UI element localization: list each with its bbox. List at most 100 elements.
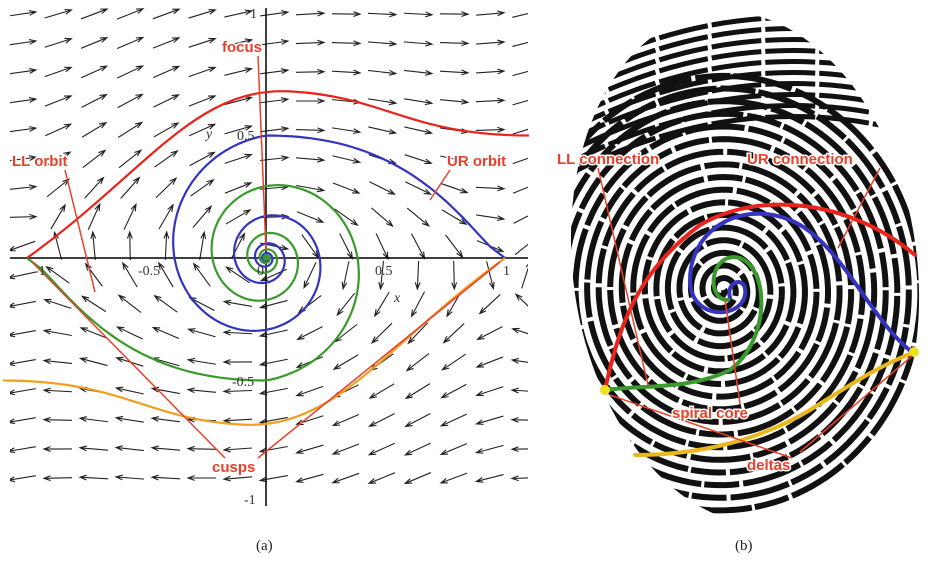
field-arrow (8, 98, 36, 103)
field-arrow (406, 384, 430, 399)
field-arrow (155, 151, 178, 167)
field-arrow (153, 328, 179, 339)
field-arrow (80, 417, 108, 422)
field-arrow (189, 96, 215, 106)
field-arrow (152, 417, 180, 422)
field-arrow (44, 447, 72, 452)
field-arrow (335, 324, 357, 341)
field-arrow (8, 301, 36, 307)
y-axis-label: y (204, 127, 213, 142)
field-arrow (332, 12, 360, 17)
field-arrow (44, 417, 72, 422)
field-arrow (82, 95, 107, 108)
field-arrow (119, 295, 141, 312)
field-arrow (80, 358, 107, 366)
field-arrow (370, 384, 394, 398)
field-arrow (260, 11, 288, 16)
field-arrow (442, 354, 465, 370)
field-arrow (224, 360, 252, 365)
field-arrow (159, 205, 173, 229)
field-arrow (332, 70, 360, 75)
field-arrow (260, 359, 287, 366)
field-arrow (82, 123, 106, 138)
field-arrow (117, 66, 142, 78)
field-arrow (442, 384, 467, 397)
field-arrow (476, 69, 504, 74)
field-arrow (91, 232, 96, 260)
field-arrow (45, 96, 71, 106)
field-arrow (188, 358, 216, 364)
x-tick: -0.5 (138, 264, 160, 279)
field-arrow (83, 150, 105, 167)
field-arrow (8, 40, 36, 45)
field-arrow (405, 473, 431, 484)
field-arrow (188, 388, 216, 393)
field-arrow (333, 444, 359, 454)
field-arrow (376, 233, 388, 258)
field-arrow (404, 41, 432, 46)
field-arrow (513, 328, 540, 337)
field-arrow (153, 9, 179, 19)
field-arrow (116, 475, 144, 480)
y-tick: -0.5 (232, 375, 254, 390)
field-arrow (45, 38, 72, 47)
field-arrow (80, 446, 108, 451)
field-arrow (224, 300, 252, 306)
field-arrow (332, 156, 359, 163)
field-arrow (152, 446, 180, 451)
field-arrow (368, 70, 396, 75)
field-arrow (225, 154, 252, 163)
field-arrow (8, 476, 36, 482)
field-arrow (512, 359, 540, 364)
field-arrow (405, 443, 430, 455)
field-arrow (512, 388, 540, 393)
field-arrow (516, 294, 536, 313)
field-arrow (152, 475, 180, 480)
field-arrow (476, 475, 503, 483)
field-arrow (440, 70, 468, 75)
field-arrow (515, 237, 537, 254)
field-arrow (375, 292, 389, 316)
field-arrow (8, 389, 36, 395)
field-arrow (411, 234, 424, 259)
field-arrow (369, 182, 394, 194)
field-arrow (260, 40, 288, 45)
field-arrow (369, 443, 395, 454)
field-arrow (188, 476, 216, 481)
field-arrow (406, 413, 431, 426)
field-arrow (224, 10, 251, 17)
field-arrow (118, 94, 143, 107)
fingerprint (518, 0, 934, 540)
field-arrow (444, 323, 464, 342)
field-arrow (44, 329, 72, 335)
field-arrow (297, 212, 323, 222)
field-arrow (260, 156, 288, 161)
field-arrow (513, 154, 539, 163)
field-arrow (116, 387, 143, 394)
field-arrow (368, 12, 396, 17)
field-arrow (45, 124, 70, 136)
field-arrow (81, 9, 107, 19)
field-arrow (8, 418, 36, 424)
field-arrow (164, 232, 169, 260)
field-arrow (513, 183, 539, 194)
field-arrow (193, 206, 211, 227)
caption: (a) (256, 538, 273, 554)
field-arrow (415, 261, 420, 289)
field-arrow (522, 262, 531, 289)
x-tick: -1 (34, 264, 46, 279)
field-arrow (512, 447, 540, 452)
field-arrow (224, 447, 252, 452)
field-arrow (476, 445, 503, 453)
field-arrow (476, 40, 504, 45)
field-arrow (8, 447, 36, 453)
field-arrow (368, 99, 396, 105)
field-arrow (9, 241, 35, 250)
field-arrow (260, 300, 287, 308)
label: UR orbit (447, 153, 506, 170)
field-arrow (440, 99, 468, 104)
field-arrow (8, 360, 36, 366)
field-arrow (260, 98, 288, 103)
field-arrow (333, 473, 359, 482)
field-arrow (512, 10, 539, 17)
